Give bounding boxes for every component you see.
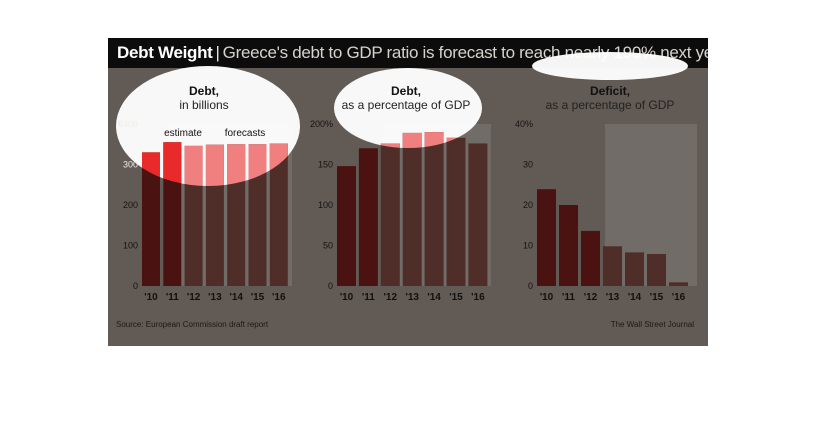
deficit-gdp-bar <box>647 254 666 286</box>
graphic-panel: Debt Weight | Greece's debt to GDP ratio i… <box>108 38 708 346</box>
deficit-gdp-ytick-label: 10 <box>523 241 533 251</box>
debt-billions-xtick-label: '10 <box>144 292 158 303</box>
bars-debt-gdp <box>337 132 488 286</box>
debt-billions-xtick-label: '14 <box>229 292 243 303</box>
highlight-ellipse-middle <box>334 68 482 148</box>
debt-gdp-bar <box>424 132 444 286</box>
highlight-ellipse-right <box>532 52 688 80</box>
xticks-debt-gdp: '10 '11 '12 '13 '14 '15 '16 <box>340 292 485 303</box>
deficit-gdp-bar <box>559 205 578 286</box>
deficit-gdp-xtick-label: '10 <box>540 292 554 303</box>
deficit-gdp-ytick-label: 40% <box>515 119 533 129</box>
footer-source: Source: European Commission draft report <box>116 320 269 329</box>
debt-billions-bar <box>248 144 267 286</box>
subtitle-debt-gdp: as a percentage of GDP <box>342 98 471 112</box>
debt-billions-xtick-label: '16 <box>272 292 286 303</box>
title-debt-billions: Debt, <box>189 84 219 98</box>
debt-gdp-xtick-label: '15 <box>449 292 463 303</box>
xticks-debt-billions: '10 '11 '12 '13 '14 '15 '16 <box>144 292 286 303</box>
panel-debt-gdp: 0 50 100 150 200% '10 '11 '12 '13 '14 '15 '16 Debt… <box>310 68 491 303</box>
debt-billions-ytick-label: 300 <box>123 160 138 170</box>
debt-gdp-xtick-label: '10 <box>340 292 354 303</box>
highlighted-bar <box>184 145 203 186</box>
debt-gdp-bar <box>358 148 378 286</box>
title-debt-gdp: Debt, <box>391 84 421 98</box>
debt-gdp-ytick-label: 100 <box>318 200 333 210</box>
debt-gdp-bar <box>446 137 466 286</box>
yticks-debt-gdp: 0 50 100 150 200% <box>310 119 333 291</box>
panel-debt-billions: 0 100 200 300 €400 '10 '11 '12 '13 '14 '15 '16 Deb… <box>116 66 300 303</box>
deficit-gdp-xtick-label: '13 <box>606 292 620 303</box>
debt-gdp-ytick-label: 200% <box>310 119 333 129</box>
debt-billions-ytick-label: 100 <box>123 241 138 251</box>
debt-gdp-xtick-label: '16 <box>471 292 485 303</box>
deficit-gdp-xtick-label: '14 <box>628 292 642 303</box>
deficit-gdp-bar <box>581 230 600 286</box>
title-separator: | <box>215 43 220 62</box>
debt-billions-xtick-label: '15 <box>251 292 265 303</box>
debt-gdp-bar <box>468 143 488 286</box>
highlighted-bar <box>205 144 224 186</box>
yticks-debt-billions: 0 100 200 300 €400 <box>118 119 138 291</box>
debt-gdp-ytick-label: 0 <box>328 281 333 291</box>
deficit-gdp-bar <box>669 282 688 286</box>
debt-billions-xtick-label: '13 <box>208 292 222 303</box>
deficit-gdp-ytick-label: 30 <box>523 160 533 170</box>
deficit-gdp-bar <box>625 252 644 286</box>
deficit-gdp-xtick-label: '16 <box>672 292 686 303</box>
yticks-deficit-gdp: 0 10 20 30 40% <box>515 119 533 291</box>
subtitle-debt-billions: in billions <box>179 98 228 112</box>
deficit-gdp-bar <box>537 189 556 286</box>
deficit-gdp-ytick-label: 0 <box>528 281 533 291</box>
debt-billions-bar <box>269 143 288 286</box>
debt-gdp-bar <box>337 166 356 286</box>
bars-deficit-gdp <box>537 189 688 286</box>
highlighted-bar <box>402 132 422 148</box>
debt-billions-xtick-label: '11 <box>166 292 179 303</box>
debt-gdp-ytick-label: 150 <box>318 160 333 170</box>
debt-gdp-ytick-label: 50 <box>323 241 333 251</box>
debt-gdp-bar <box>380 143 400 286</box>
debt-billions-bar <box>142 152 160 286</box>
debt-gdp-xtick-label: '12 <box>384 292 398 303</box>
debt-gdp-xtick-label: '14 <box>427 292 441 303</box>
debt-gdp-bar <box>402 132 422 286</box>
debt-billions-xtick-label: '12 <box>187 292 201 303</box>
footer-credit: The Wall Street Journal <box>611 320 695 329</box>
debt-billions-ytick-label: €400 <box>118 119 138 129</box>
title-bold: Debt Weight <box>117 43 213 62</box>
highlighted-bar <box>163 142 182 186</box>
debt-gdp-xtick-label: '13 <box>405 292 419 303</box>
highlighted-bar <box>227 144 246 186</box>
debt-billions-ytick-label: 200 <box>123 200 138 210</box>
panel-deficit-gdp: 0 10 20 30 40% '10 '11 '12 '13 '14 '15 '16 Deficit… <box>515 52 697 303</box>
annotation-estimate: estimate <box>164 128 202 139</box>
deficit-gdp-xtick-label: '11 <box>562 292 575 303</box>
highlighted-bar <box>380 143 400 148</box>
subtitle-deficit-gdp: as a percentage of GDP <box>546 98 675 112</box>
deficit-gdp-xtick-label: '12 <box>584 292 598 303</box>
xticks-deficit-gdp: '10 '11 '12 '13 '14 '15 '16 <box>540 292 686 303</box>
deficit-gdp-bar <box>603 246 622 286</box>
title-deficit-gdp: Deficit, <box>590 84 630 98</box>
deficit-gdp-ytick-label: 20 <box>523 200 533 210</box>
debt-billions-ytick-label: 0 <box>133 281 138 291</box>
highlighted-bar <box>424 132 444 148</box>
debt-gdp-xtick-label: '11 <box>362 292 375 303</box>
deficit-gdp-xtick-label: '15 <box>650 292 664 303</box>
annotation-forecasts: forecasts <box>225 128 266 139</box>
